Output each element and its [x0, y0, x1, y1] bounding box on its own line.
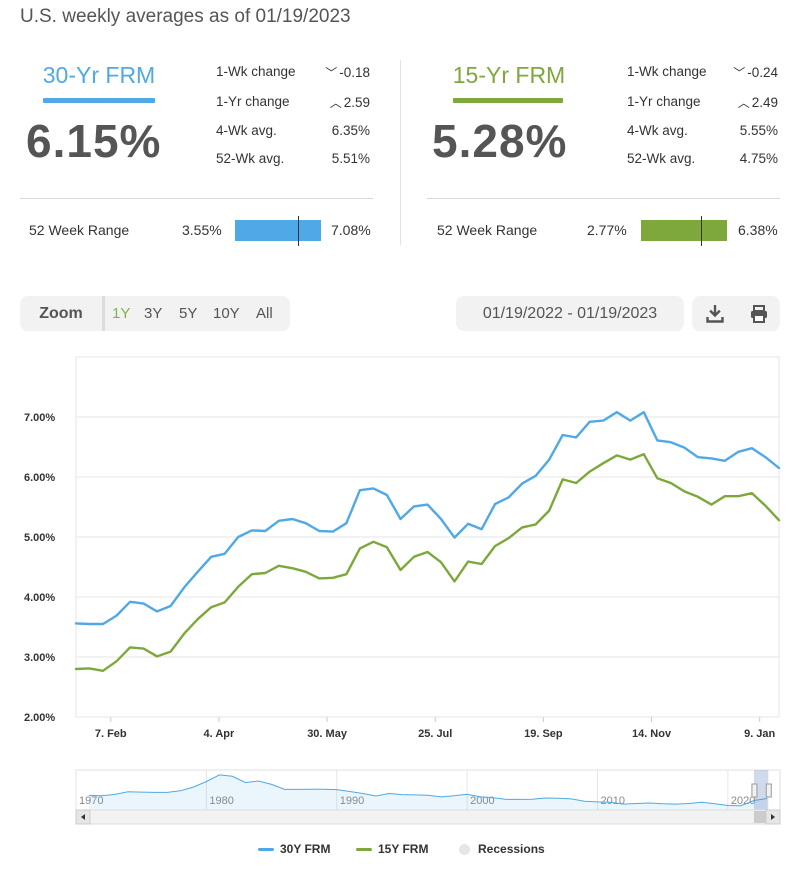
- card-30yr-stat-value: ﹀ -0.18: [325, 65, 370, 80]
- card-15yr-range-high: 6.38%: [738, 222, 778, 238]
- card-30yr-rate: 6.15%: [26, 115, 162, 167]
- card-15yr-range-low: 2.77%: [587, 222, 627, 238]
- print-icon: [751, 305, 767, 323]
- navigator-area: [89, 774, 767, 810]
- zoom-label: Zoom: [20, 296, 105, 331]
- x-tick-label: 25. Jul: [418, 728, 452, 740]
- navigator-year-label: 2020: [731, 795, 755, 807]
- scroll-left-icon: [81, 814, 85, 820]
- card-15yr-stat-label: 4-Wk avg.: [627, 123, 688, 138]
- x-tick-label: 19. Sep: [524, 728, 563, 740]
- scrollbar-thumb: [753, 811, 766, 823]
- main-chart[interactable]: 2.00% 3.00% 4.00% 5.00% 6.00% 7.00% 7. Feb 4. A…: [0, 345, 800, 750]
- navigator-handle-left: [751, 783, 758, 798]
- zoom-5y-button[interactable]: 5Y: [179, 305, 198, 322]
- x-tick-label: 7. Feb: [95, 728, 127, 740]
- date-range-display[interactable]: 01/19/2022 - 01/19/2023: [456, 296, 684, 331]
- navigator-year-label: 2010: [600, 795, 624, 807]
- page-headline: U.S. weekly averages as of 01/19/2023: [20, 6, 351, 27]
- card-30yr-stat-label: 52-Wk avg.: [216, 151, 285, 166]
- navigator-year-label: 1970: [79, 795, 103, 807]
- card-15yr-range-label: 52 Week Range: [437, 222, 538, 238]
- legend-item-30y[interactable]: 30Y FRM: [258, 842, 330, 856]
- y-tick-label: 6.00%: [24, 472, 55, 484]
- series-line-30y: [74, 410, 781, 626]
- legend-line-icon: [258, 848, 274, 852]
- zoom-3y-button[interactable]: 3Y: [144, 305, 163, 322]
- print-button[interactable]: [736, 296, 780, 331]
- zoom-10y-button[interactable]: 10Y: [213, 305, 240, 322]
- card-15yr-stat-label: 52-Wk avg.: [627, 151, 696, 166]
- card-30yr-range-low: 3.55%: [182, 222, 222, 238]
- download-button[interactable]: [692, 296, 736, 331]
- chevron-down-icon: ﹀: [325, 66, 338, 80]
- y-tick-label: 3.00%: [24, 652, 55, 664]
- chevron-up-icon: ︿: [329, 96, 342, 110]
- y-tick-label: 2.00%: [24, 712, 55, 724]
- navigator-year-label: 1990: [340, 795, 364, 807]
- series-line-15y: [74, 452, 781, 672]
- legend-dot-icon: [459, 844, 470, 856]
- download-icon: [706, 305, 724, 323]
- card-15yr-stat-label: 1-Yr change: [627, 94, 701, 109]
- card-30yr-range-marker: [298, 216, 300, 246]
- y-tick-label: 4.00%: [24, 592, 55, 604]
- card-15yr-rate: 5.28%: [432, 115, 568, 167]
- chevron-down-icon: ﹀: [733, 66, 746, 80]
- chevron-up-icon: ︿: [737, 96, 750, 110]
- card-15yr-range-bar: [641, 220, 727, 241]
- scroll-right-icon: [771, 814, 775, 820]
- legend-line-icon: [356, 848, 372, 852]
- card-15yr-divider: [427, 198, 780, 199]
- navigator-chart[interactable]: 1970 1980 1990 2000 2010 2020: [0, 762, 800, 830]
- zoom-control: Zoom 1Y 3Y 5Y 10Y All: [20, 296, 290, 331]
- card-30yr-range-bar: [235, 220, 321, 241]
- card-15yr-stat-label: 1-Wk change: [627, 64, 707, 79]
- card-15yr-stat-value: 5.55%: [739, 123, 778, 138]
- card-30yr-range-high: 7.08%: [331, 222, 371, 238]
- card-30yr-divider: [20, 198, 373, 199]
- legend-item-15y[interactable]: 15Y FRM: [356, 842, 428, 856]
- navigator-handle-right: [765, 783, 772, 798]
- card-30yr-stat-value: 6.35%: [331, 123, 370, 138]
- legend-item-recessions[interactable]: Recessions: [459, 842, 545, 856]
- card-15yr-stat-value: ﹀ -0.24: [733, 65, 778, 80]
- card-30yr-stat-label: 4-Wk avg.: [216, 123, 277, 138]
- navigator-series: [88, 774, 768, 807]
- navigator-year-label: 1980: [209, 795, 233, 807]
- scrollbar-track: [75, 809, 781, 825]
- navigator-year-label: 2000: [470, 795, 494, 807]
- navigator-selection: [753, 770, 769, 810]
- zoom-all-button[interactable]: All: [256, 305, 273, 322]
- y-tick-label: 7.00%: [24, 412, 55, 424]
- card-30yr-range-label: 52 Week Range: [29, 222, 130, 238]
- card-30yr-stat-label: 1-Wk change: [216, 64, 296, 79]
- card-separator: [400, 60, 401, 245]
- card-15yr-title: 15-Yr FRM: [452, 62, 566, 88]
- x-tick-label: 9. Jan: [744, 728, 775, 740]
- card-15yr-title-bar: [453, 98, 563, 103]
- card-30yr-stat-label: 1-Yr change: [216, 94, 290, 109]
- y-tick-label: 5.00%: [24, 532, 55, 544]
- x-tick-label: 4. Apr: [204, 728, 235, 740]
- card-30yr-stat-value: 5.51%: [331, 151, 370, 166]
- card-30yr-title: 30-Yr FRM: [42, 62, 156, 88]
- x-tick-label: 30. May: [307, 728, 348, 740]
- x-tick-label: 14. Nov: [632, 728, 672, 740]
- zoom-1y-button[interactable]: 1Y: [112, 305, 131, 322]
- card-30yr-stat-value: ︿ 2.59: [329, 95, 370, 110]
- card-15yr-stat-value: 4.75%: [739, 151, 778, 166]
- card-15yr-stat-value: ︿ 2.49: [737, 95, 778, 110]
- card-30yr-title-bar: [43, 98, 155, 103]
- card-15yr-range-marker: [700, 216, 702, 246]
